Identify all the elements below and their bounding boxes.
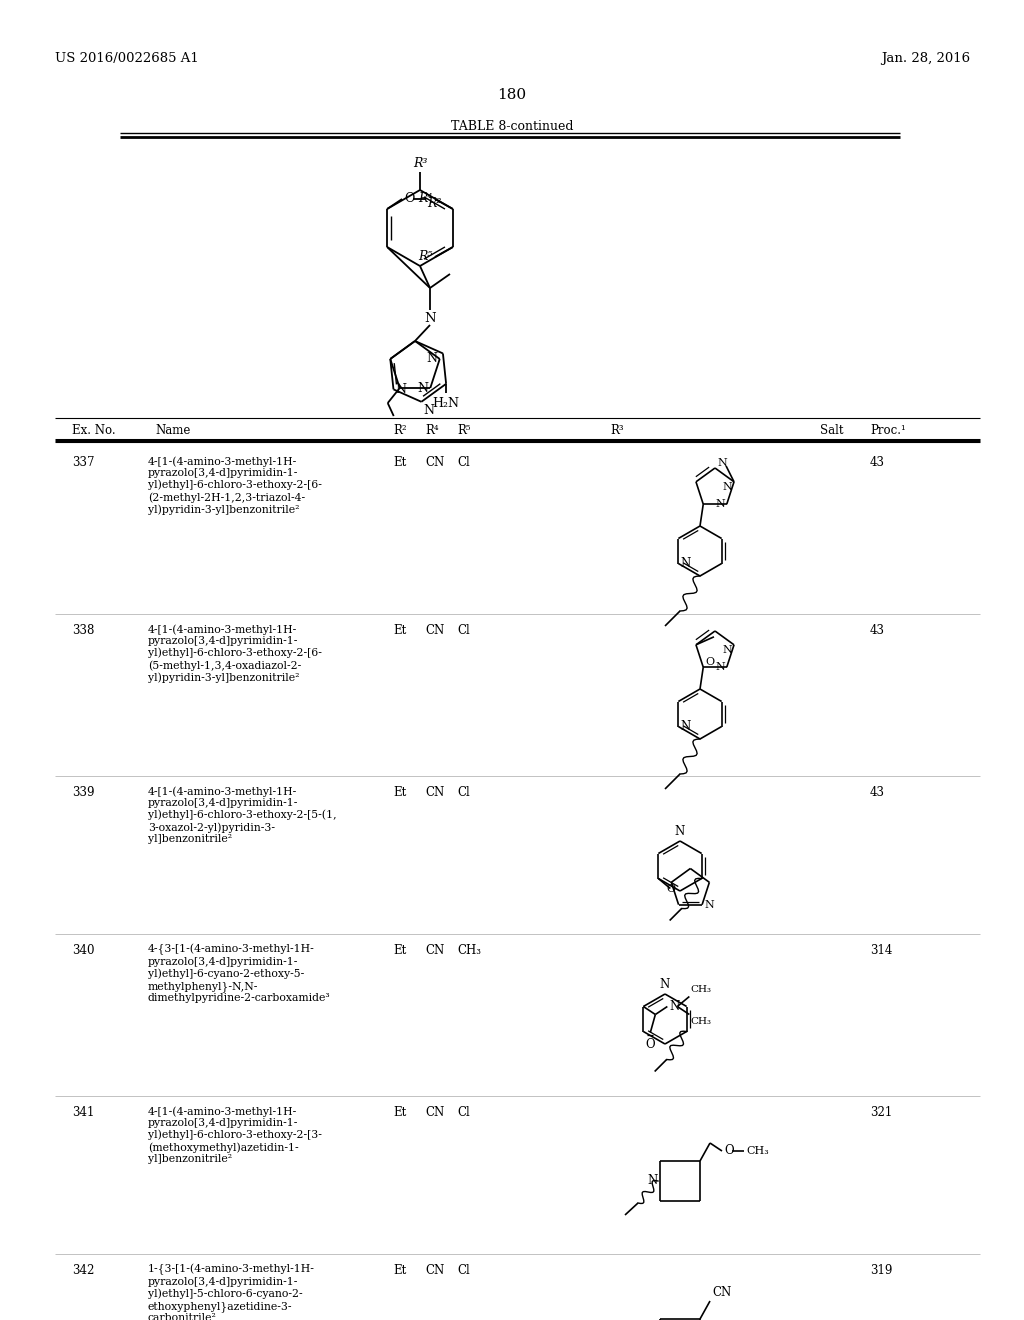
- Text: 342: 342: [72, 1265, 94, 1276]
- Text: Et: Et: [393, 455, 407, 469]
- Text: N: N: [717, 458, 727, 469]
- Text: Cl: Cl: [457, 785, 470, 799]
- Text: Ex. No.: Ex. No.: [72, 424, 116, 437]
- Text: O: O: [706, 657, 715, 667]
- Text: N: N: [424, 312, 436, 325]
- Text: N: N: [680, 719, 690, 733]
- Text: CN: CN: [425, 455, 444, 469]
- Text: N: N: [715, 499, 725, 510]
- Text: N: N: [675, 825, 685, 838]
- Text: 341: 341: [72, 1106, 94, 1119]
- Text: 4-[1-(4-amino-3-methyl-1H-
pyrazolo[3,4-d]pyrimidin-1-
yl)ethyl]-6-chloro-3-etho: 4-[1-(4-amino-3-methyl-1H- pyrazolo[3,4-…: [148, 455, 322, 515]
- Text: 339: 339: [72, 785, 94, 799]
- Text: Cl: Cl: [457, 455, 470, 469]
- Text: N: N: [423, 404, 434, 417]
- Text: Proc.¹: Proc.¹: [870, 424, 906, 437]
- Text: 43: 43: [870, 624, 885, 638]
- Text: Et: Et: [393, 1106, 407, 1119]
- Text: N: N: [670, 1001, 680, 1012]
- Text: R²: R²: [393, 424, 407, 437]
- Text: R²: R²: [427, 197, 441, 210]
- Text: TABLE 8-continued: TABLE 8-continued: [451, 120, 573, 133]
- Text: R⁴: R⁴: [419, 193, 433, 206]
- Text: 43: 43: [870, 455, 885, 469]
- Text: Et: Et: [393, 1265, 407, 1276]
- Text: Et: Et: [393, 624, 407, 638]
- Text: Salt: Salt: [820, 424, 844, 437]
- Text: 43: 43: [870, 785, 885, 799]
- Text: 319: 319: [870, 1265, 892, 1276]
- Text: 337: 337: [72, 455, 94, 469]
- Text: CN: CN: [425, 624, 444, 638]
- Text: O: O: [724, 1144, 733, 1158]
- Text: N: N: [722, 644, 732, 655]
- Text: R⁵: R⁵: [457, 424, 470, 437]
- Text: O: O: [667, 884, 676, 895]
- Text: R⁴: R⁴: [425, 424, 438, 437]
- Text: 340: 340: [72, 944, 94, 957]
- Text: CN: CN: [425, 1265, 444, 1276]
- Text: N: N: [418, 381, 428, 395]
- Text: 4-[1-(4-amino-3-methyl-1H-
pyrazolo[3,4-d]pyrimidin-1-
yl)ethyl]-6-chloro-3-etho: 4-[1-(4-amino-3-methyl-1H- pyrazolo[3,4-…: [148, 1106, 322, 1164]
- Text: Cl: Cl: [457, 1106, 470, 1119]
- Text: 4-{3-[1-(4-amino-3-methyl-1H-
pyrazolo[3,4-d]pyrimidin-1-
yl)ethyl]-6-cyano-2-et: 4-{3-[1-(4-amino-3-methyl-1H- pyrazolo[3…: [148, 944, 331, 1003]
- Text: CN: CN: [425, 785, 444, 799]
- Text: 180: 180: [498, 88, 526, 102]
- Text: O: O: [404, 193, 415, 206]
- Text: 4-[1-(4-amino-3-methyl-1H-
pyrazolo[3,4-d]pyrimidin-1-
yl)ethyl]-6-chloro-3-etho: 4-[1-(4-amino-3-methyl-1H- pyrazolo[3,4-…: [148, 624, 322, 682]
- Text: Cl: Cl: [457, 624, 470, 638]
- Text: 1-{3-[1-(4-amino-3-methyl-1H-
pyrazolo[3,4-d]pyrimidin-1-
yl)ethyl]-5-chloro-6-c: 1-{3-[1-(4-amino-3-methyl-1H- pyrazolo[3…: [148, 1265, 314, 1320]
- Text: N: N: [705, 900, 714, 909]
- Text: N: N: [659, 978, 670, 991]
- Text: O: O: [645, 1038, 655, 1051]
- Text: 314: 314: [870, 944, 892, 957]
- Text: CN: CN: [425, 944, 444, 957]
- Text: N: N: [648, 1175, 658, 1188]
- Text: 321: 321: [870, 1106, 892, 1119]
- Text: Jan. 28, 2016: Jan. 28, 2016: [881, 51, 970, 65]
- Text: H₂N: H₂N: [432, 397, 460, 409]
- Text: N: N: [715, 663, 725, 672]
- Text: Et: Et: [393, 785, 407, 799]
- Text: CN: CN: [425, 1106, 444, 1119]
- Text: R⁵: R⁵: [419, 251, 433, 264]
- Text: R³: R³: [610, 424, 624, 437]
- Text: Name: Name: [155, 424, 190, 437]
- Text: CH₃: CH₃: [457, 944, 481, 957]
- Text: US 2016/0022685 A1: US 2016/0022685 A1: [55, 51, 199, 65]
- Text: CH₃: CH₃: [690, 986, 712, 994]
- Text: N: N: [680, 557, 690, 570]
- Text: N: N: [427, 352, 437, 366]
- Text: CH₃: CH₃: [746, 1146, 769, 1156]
- Text: CH₃: CH₃: [690, 1016, 712, 1026]
- Text: N: N: [395, 383, 407, 396]
- Text: Cl: Cl: [457, 1265, 470, 1276]
- Text: CN: CN: [712, 1286, 731, 1299]
- Text: N: N: [722, 482, 732, 492]
- Text: 338: 338: [72, 624, 94, 638]
- Text: R³: R³: [413, 157, 427, 170]
- Text: 4-[1-(4-amino-3-methyl-1H-
pyrazolo[3,4-d]pyrimidin-1-
yl)ethyl]-6-chloro-3-etho: 4-[1-(4-amino-3-methyl-1H- pyrazolo[3,4-…: [148, 785, 337, 845]
- Text: Et: Et: [393, 944, 407, 957]
